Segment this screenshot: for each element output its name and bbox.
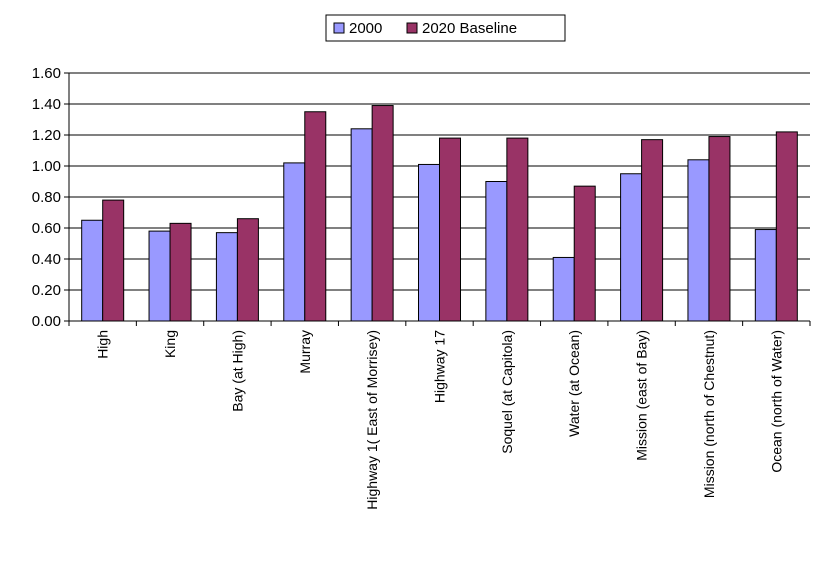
axes xyxy=(64,72,811,326)
y-tick-label: 0.20 xyxy=(32,282,61,299)
x-category-label: King xyxy=(162,330,178,358)
bar-series-2000 xyxy=(552,256,575,322)
bar-series-2020-baseline xyxy=(641,139,664,322)
bar-series-2020-baseline xyxy=(304,111,327,322)
legend-item-2000-label: 2000 xyxy=(349,20,382,37)
y-tick-label: 1.60 xyxy=(32,65,61,82)
y-tick-label: 1.00 xyxy=(32,158,61,175)
bar-series-2000 xyxy=(283,162,306,322)
x-category-label: Highway 17 xyxy=(432,330,448,403)
x-category-label: Highway 1( East of Morrisey) xyxy=(364,330,380,510)
bar-series-2000 xyxy=(754,229,777,322)
bar-series-2020-baseline xyxy=(236,218,259,322)
bar-series-2000 xyxy=(620,173,643,322)
bar-series-2020-baseline xyxy=(506,137,529,322)
bar-series-2020-baseline xyxy=(439,137,461,322)
x-category-label: Bay (at High) xyxy=(229,330,245,412)
bar-series-2000 xyxy=(485,181,508,322)
y-tick-label: 0.40 xyxy=(32,251,61,268)
y-tick-label: 1.40 xyxy=(32,96,61,113)
bar-series-2020-baseline xyxy=(573,185,596,322)
bar-series-2000 xyxy=(418,163,440,322)
bar-series-2020-baseline xyxy=(102,199,125,322)
bar-series-2000 xyxy=(350,128,373,322)
bar-series-2000 xyxy=(148,230,171,322)
x-category-label: Mission (north of Chestnut) xyxy=(701,330,717,498)
y-tick-labels: 0.00 0.20 0.40 0.60 0.80 1.00 1.20 1.40 1.60 xyxy=(32,65,61,330)
bar-series-2020-baseline xyxy=(371,105,394,322)
legend-item-2020-baseline-swatch xyxy=(406,22,418,34)
bar-series-2020-baseline xyxy=(169,222,192,322)
y-tick-label: 0.60 xyxy=(32,220,61,237)
y-tick-label: 0.80 xyxy=(32,189,61,206)
legend-item-2000-swatch xyxy=(333,22,345,34)
x-category-label: Mission (east of Bay) xyxy=(634,330,650,461)
bar-series-2020-baseline xyxy=(708,136,731,322)
x-category-label: Soquel (at Capitola) xyxy=(499,330,515,454)
x-category-label: Ocean (north of Water) xyxy=(768,330,784,473)
bar-series-2000 xyxy=(687,159,710,322)
bar-series-2020-baseline xyxy=(775,131,798,322)
legend-item-2020-baseline-label: 2020 Baseline xyxy=(422,20,517,37)
legend: 2000 2020 Baseline xyxy=(325,14,566,42)
x-category-label: Water (at Ocean) xyxy=(566,330,582,437)
x-category-label: Murray xyxy=(297,330,313,374)
bars xyxy=(81,105,798,322)
y-tick-label: 1.20 xyxy=(32,127,61,144)
y-tick-label: 0.00 xyxy=(32,313,61,330)
bar-series-2000 xyxy=(215,232,238,322)
x-category-label: High xyxy=(95,330,111,359)
x-category-labels: High King Bay (at High) Murray Highway 1( Ea… xyxy=(95,330,785,510)
legend-box xyxy=(325,14,566,42)
bar-series-2000 xyxy=(81,219,104,322)
